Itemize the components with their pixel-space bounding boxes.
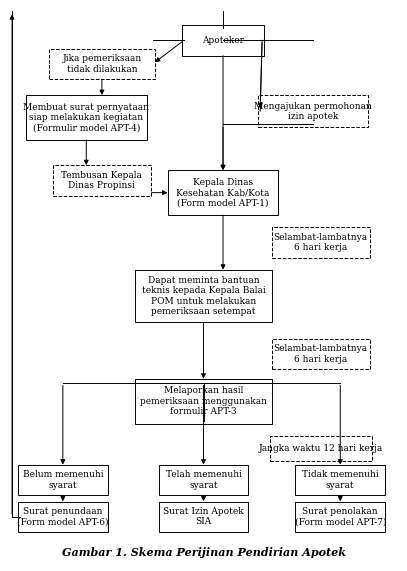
Text: Selambat-lambatnya
6 hari kerja: Selambat-lambatnya 6 hari kerja [274,344,368,364]
Text: Gambar 1. Skema Perijinan Pendirian Apotek: Gambar 1. Skema Perijinan Pendirian Apot… [61,547,346,558]
FancyBboxPatch shape [49,49,155,79]
Text: Mengajukan permohonan
izin apotek: Mengajukan permohonan izin apotek [254,102,372,121]
FancyBboxPatch shape [270,436,372,461]
FancyBboxPatch shape [159,465,248,495]
FancyBboxPatch shape [258,95,368,127]
FancyBboxPatch shape [135,379,272,424]
FancyBboxPatch shape [18,501,108,532]
FancyBboxPatch shape [26,95,147,140]
Text: Kepala Dinas
Kesehatan Kab/Kota
(Form model APT-1): Kepala Dinas Kesehatan Kab/Kota (Form mo… [176,178,270,207]
FancyBboxPatch shape [182,25,264,55]
FancyBboxPatch shape [295,465,385,495]
Text: Surat penolakan
(Form model APT-7): Surat penolakan (Form model APT-7) [295,507,386,526]
FancyBboxPatch shape [168,170,278,215]
Text: Jangka waktu 12 hari kerja: Jangka waktu 12 hari kerja [258,444,383,453]
Text: Selambat-lambatnya
6 hari kerja: Selambat-lambatnya 6 hari kerja [274,233,368,252]
Text: Jika pemeriksaan
tidak dilakukan: Jika pemeriksaan tidak dilakukan [62,54,142,74]
Text: Tidak memenuhi
syarat: Tidak memenuhi syarat [302,471,379,490]
Text: Surat penundaan
(Form model APT-6): Surat penundaan (Form model APT-6) [17,507,109,526]
Text: Dapat meminta bantuan
teknis kepada Kepala Balai
POM untuk melakukan
pemeriksaan: Dapat meminta bantuan teknis kepada Kepa… [142,276,265,316]
FancyBboxPatch shape [53,166,151,196]
Text: Tembusan Kepala
Dinas Propinsi: Tembusan Kepala Dinas Propinsi [61,171,142,190]
FancyBboxPatch shape [18,465,108,495]
FancyBboxPatch shape [159,501,248,532]
Text: Surat Izin Apotek
SIA: Surat Izin Apotek SIA [163,507,244,526]
Text: Telah memenuhi
syarat: Telah memenuhi syarat [166,471,241,490]
Text: Membuat surat pernyataan
siap melakukan kegiatan
(Formulir model APT-4): Membuat surat pernyataan siap melakukan … [23,103,149,132]
FancyBboxPatch shape [135,270,272,323]
Text: Melaporkan hasil
pemeriksaan menggunakan
formulir APT-3: Melaporkan hasil pemeriksaan menggunakan… [140,387,267,416]
FancyBboxPatch shape [295,501,385,532]
Text: Belum memenuhi
syarat: Belum memenuhi syarat [22,471,103,490]
Text: Apoteker: Apoteker [202,36,244,45]
FancyBboxPatch shape [272,339,370,369]
FancyBboxPatch shape [272,227,370,258]
